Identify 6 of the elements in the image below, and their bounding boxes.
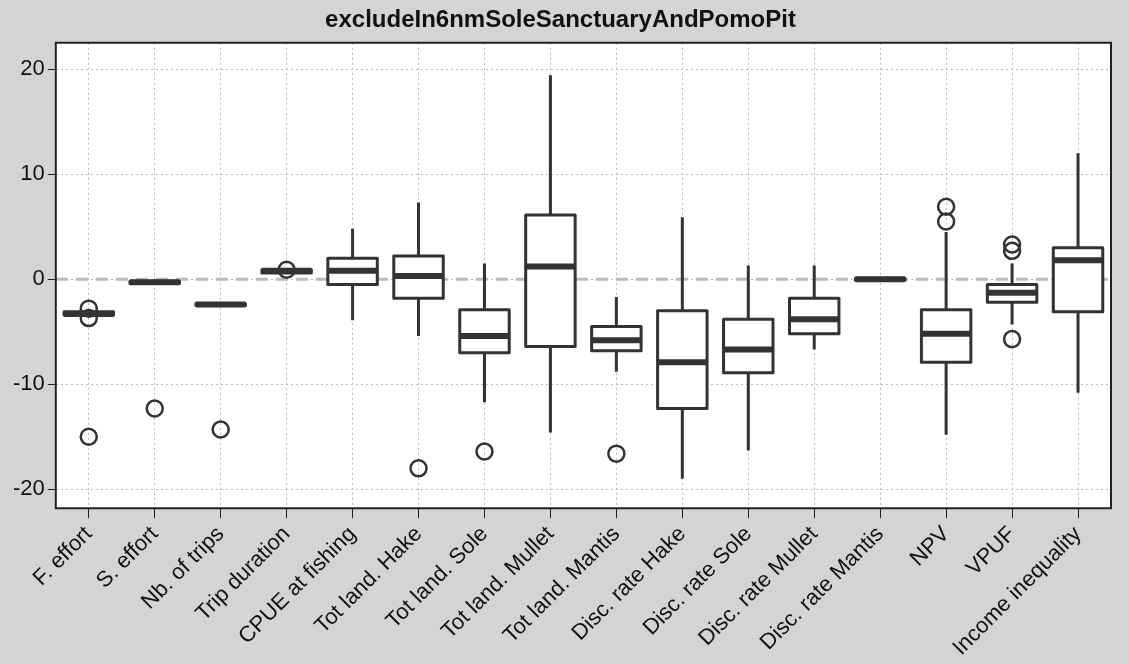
y-tick-label: 10 <box>20 160 45 186</box>
y-tick-label: 0 <box>32 265 45 291</box>
chart-title: excludeIn6nmSoleSanctuaryAndPomoPit <box>325 5 796 33</box>
y-tick-label: -20 <box>13 475 45 501</box>
y-tick-label: 20 <box>20 55 45 81</box>
y-tick-label: -10 <box>13 370 45 396</box>
